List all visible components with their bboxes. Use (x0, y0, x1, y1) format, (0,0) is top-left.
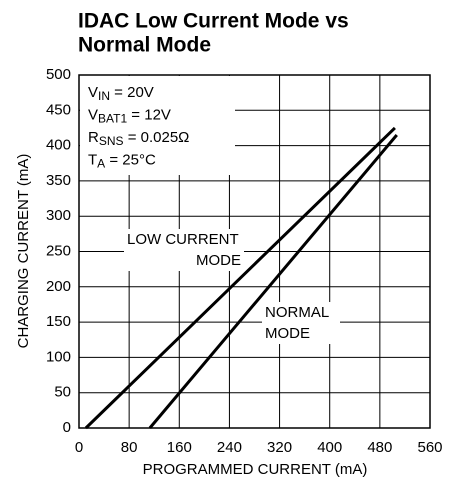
y-tick-label: 250 (46, 242, 71, 259)
condition-subscript: IN (98, 89, 110, 103)
series-label: MODE (196, 252, 241, 269)
condition-subscript: A (97, 157, 105, 171)
data-line (148, 134, 398, 429)
condition: RSNS = 0.025Ω (88, 129, 189, 148)
series-label: MODE (265, 325, 310, 342)
x-tick-label: 80 (121, 439, 138, 456)
condition-symbol: V (88, 106, 98, 123)
condition-symbol: V (88, 84, 98, 101)
x-tick-label: 560 (417, 439, 442, 456)
series-label: LOW CURRENT (127, 231, 239, 248)
y-tick-label: 500 (46, 66, 71, 83)
chart-title: Normal Mode (78, 34, 211, 57)
data-line (84, 126, 396, 430)
condition-value: = 25°C (105, 151, 156, 168)
conditions-background (80, 76, 235, 175)
y-tick-label: 450 (46, 101, 71, 118)
y-tick-label: 50 (54, 384, 71, 401)
x-tick-label: 480 (367, 439, 392, 456)
y-tick-label: 150 (46, 313, 71, 330)
plot-frame (78, 74, 431, 429)
condition-symbol: T (88, 151, 97, 168)
series-label: NORMAL (265, 304, 329, 321)
x-tick-label: 400 (317, 439, 342, 456)
condition: VBAT1 = 12V (88, 106, 171, 125)
x-tick-label: 0 (75, 439, 83, 456)
chart-title: IDAC Low Current Mode vs (78, 10, 349, 33)
condition-subscript: SNS (99, 134, 124, 148)
condition-symbol: R (88, 129, 99, 146)
series-label-background (262, 302, 340, 344)
condition-subscript: BAT1 (98, 112, 127, 126)
x-axis-label: PROGRAMMED CURRENT (mA) (143, 461, 368, 478)
y-tick-label: 400 (46, 137, 71, 154)
y-tick-label: 100 (46, 348, 71, 365)
y-axis-label: CHARGING CURRENT (mA) (15, 154, 32, 349)
y-tick-label: 0 (63, 419, 71, 436)
condition: TA = 25°C (88, 151, 156, 170)
x-tick-label: 240 (217, 439, 242, 456)
y-tick-label: 300 (46, 207, 71, 224)
condition-value: = 0.025Ω (124, 129, 190, 146)
condition-value: = 20V (110, 84, 154, 101)
x-tick-label: 160 (167, 439, 192, 456)
x-tick-label: 320 (267, 439, 292, 456)
condition: VIN = 20V (88, 84, 154, 103)
condition-value: = 12V (127, 106, 171, 123)
series-label-background (124, 229, 244, 271)
y-tick-label: 350 (46, 172, 71, 189)
y-tick-label: 200 (46, 278, 71, 295)
